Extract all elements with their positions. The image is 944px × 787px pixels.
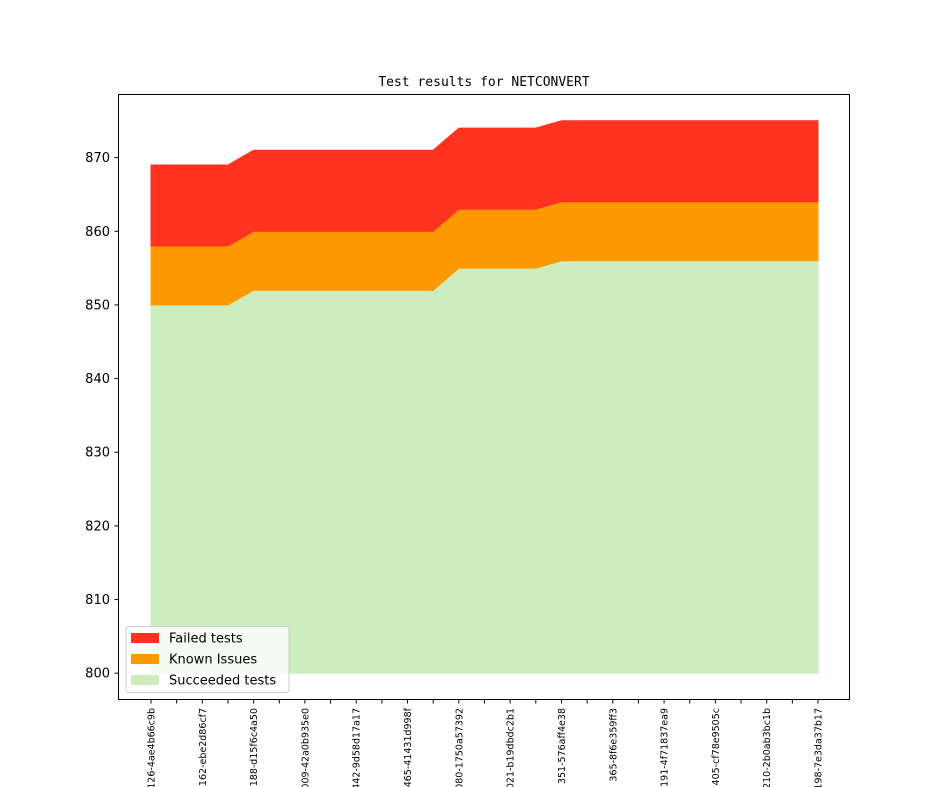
y-tick-label: 850 bbox=[85, 298, 110, 313]
legend-swatch bbox=[131, 675, 159, 685]
x-tick-label: 162-ebe2d86cf7 bbox=[198, 708, 209, 786]
plot-frame bbox=[118, 94, 850, 700]
y-tick-label: 800 bbox=[85, 667, 110, 682]
legend-label: Succeeded tests bbox=[169, 674, 276, 689]
x-tick-label: 191-4f71837ea9 bbox=[660, 708, 671, 787]
y-tick-label: 830 bbox=[85, 446, 110, 461]
x-tick-label: 405-cf78e9505c bbox=[711, 708, 722, 785]
legend-swatch bbox=[131, 654, 159, 664]
area-failed-tests bbox=[150, 120, 819, 247]
x-tick-label: 188-d15f6c4a50 bbox=[249, 708, 260, 786]
y-tick-label: 860 bbox=[85, 225, 110, 240]
legend-swatch bbox=[131, 633, 159, 643]
x-tick-label: 442-9d58d17a17 bbox=[352, 708, 363, 787]
area-succeeded-tests bbox=[150, 260, 819, 674]
series-areas bbox=[150, 120, 819, 674]
x-tick-label: 351-576aff4e38 bbox=[557, 708, 568, 784]
x-axis: 126-4ae4b66c9b 162-ebe2d86cf7 188-d15f6c4a… bbox=[147, 700, 825, 787]
x-tick-label: 126-4ae4b66c9b bbox=[147, 708, 158, 787]
x-tick-label: 365-8f6e359ff3 bbox=[608, 708, 619, 782]
x-tick-label: 198-7e3da37b17 bbox=[814, 708, 825, 787]
y-tick-label: 840 bbox=[85, 372, 110, 387]
x-tick-label: 021-b19dbdc2b1 bbox=[506, 708, 517, 787]
legend-label: Known Issues bbox=[169, 653, 257, 668]
y-tick-label: 810 bbox=[85, 593, 110, 608]
y-tick-label: 870 bbox=[85, 151, 110, 166]
legend-box bbox=[125, 626, 290, 693]
y-tick-label: 820 bbox=[85, 519, 110, 534]
legend: Failed tests Known Issues Succeeded tests bbox=[125, 626, 290, 693]
x-tick-label: 210-2b0ab3bc1b bbox=[762, 708, 773, 787]
legend-label: Failed tests bbox=[169, 632, 243, 647]
chart-title: Test results for NETCONVERT bbox=[378, 75, 589, 90]
x-tick-label: 009-42a0b935e0 bbox=[300, 708, 311, 787]
y-axis: 800 810 820 830 840 850 860 870 bbox=[85, 151, 119, 682]
x-tick-label: 465-41431d998f bbox=[403, 707, 414, 787]
x-tick-label: 080-1750a57392 bbox=[454, 708, 465, 787]
